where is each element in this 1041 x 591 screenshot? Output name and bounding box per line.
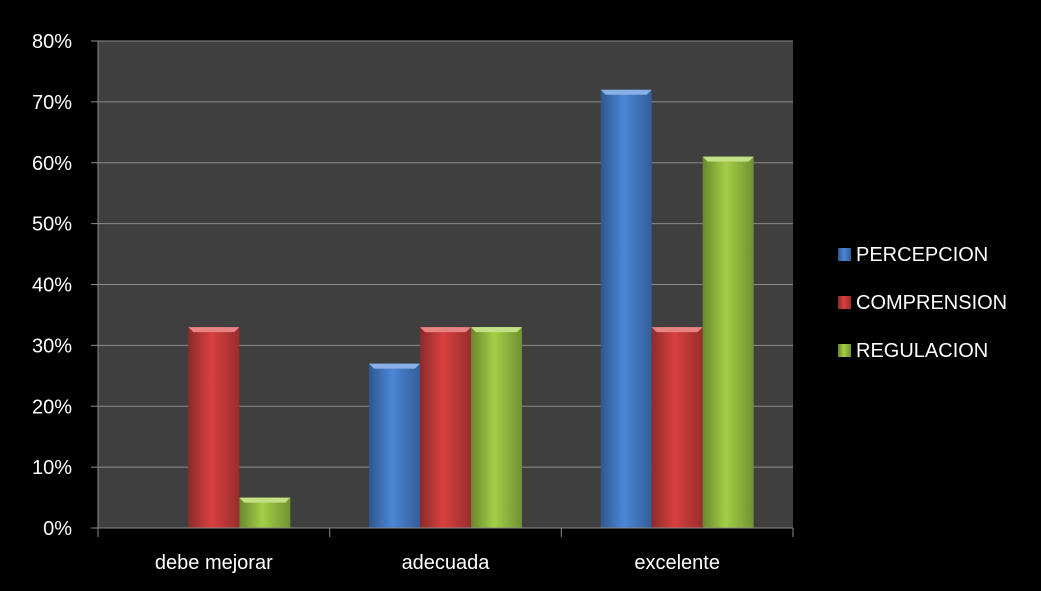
y-tick-label: 60% [32, 153, 72, 175]
y-tick-label: 80% [32, 31, 72, 53]
y-tick-label: 30% [32, 335, 72, 357]
x-tick-label: adecuada [402, 552, 491, 574]
legend-swatch-comprension [838, 296, 851, 309]
bar-regulacion-1 [471, 327, 522, 528]
bar-top-bevel [420, 327, 471, 333]
bar-top-bevel [651, 327, 703, 333]
y-tick-label: 0% [43, 518, 72, 540]
y-tick-label: 20% [32, 396, 72, 418]
y-tick-label: 50% [32, 214, 72, 236]
bar-comprension-1 [420, 327, 471, 528]
bar-top-bevel [600, 89, 652, 95]
y-tick-label: 10% [32, 457, 72, 479]
legend-label-comprension: COMPRENSION [856, 292, 1007, 314]
bar-comprension-2 [651, 327, 703, 528]
x-tick-label: excelente [634, 552, 720, 574]
bar-top-bevel [239, 497, 291, 503]
y-tick-label: 40% [32, 275, 72, 297]
y-axis: 0% 10% 20% 30% 40% 50% 60% 70% 80% [32, 31, 99, 540]
bar-top-bevel [471, 327, 522, 333]
legend-label-percepcion: PERCEPCION [856, 244, 988, 266]
bar-regulacion-0 [239, 497, 291, 528]
bars [188, 89, 754, 528]
bar-top-bevel [188, 327, 240, 333]
legend: PERCEPCION COMPRENSION REGULACION [838, 244, 1007, 362]
x-tick-label: debe mejorar [155, 552, 273, 574]
bar-percepcion-1 [369, 363, 420, 528]
bar-comprension-0 [188, 327, 240, 528]
bar-top-bevel [369, 363, 420, 369]
bar-percepcion-2 [600, 89, 652, 528]
bar-regulacion-2 [702, 156, 754, 528]
legend-swatch-regulacion [838, 344, 851, 357]
bar-top-bevel [702, 156, 754, 162]
legend-label-regulacion: REGULACION [856, 340, 988, 362]
legend-swatch-percepcion [838, 248, 851, 261]
y-tick-label: 70% [32, 92, 72, 114]
x-axis: debe mejorar adecuada excelente [97, 527, 794, 574]
